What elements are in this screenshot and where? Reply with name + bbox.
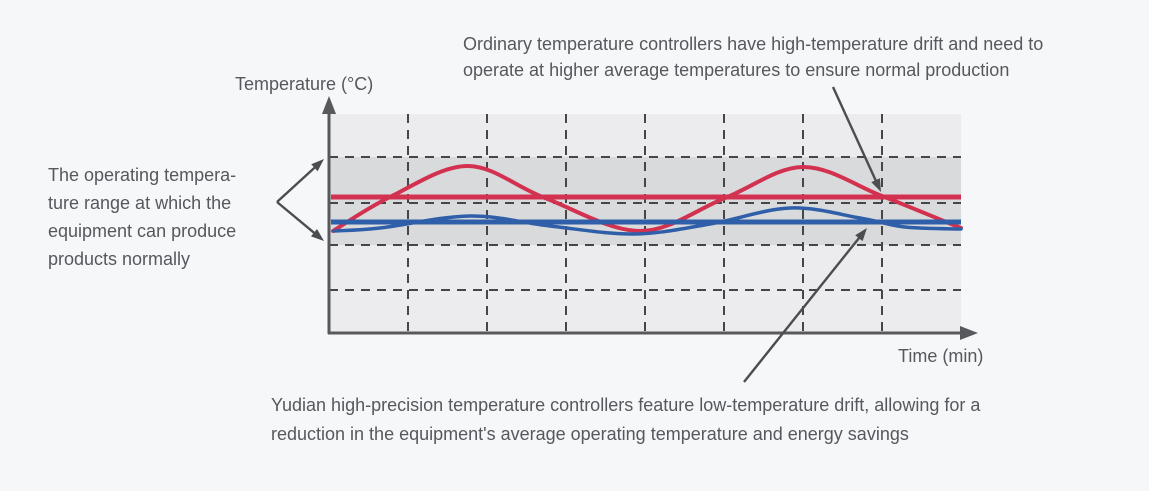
operating-range-note-line-2: ture range at which the <box>48 193 232 213</box>
yudian-controller-note: Yudian high-precision temperature contro… <box>271 391 980 449</box>
ordinary-controller-note-line-1: Ordinary temperature controllers have hi… <box>463 34 1044 54</box>
y-axis-label: Temperature (°C) <box>235 74 374 94</box>
operating-range-note-line-4: products normally <box>48 249 191 269</box>
yudian-controller-note-line-2: reduction in the equipment's average ope… <box>271 424 909 444</box>
band-range-arrow-upper <box>276 159 324 203</box>
gridlines <box>329 114 961 333</box>
series-ordinary-controller-temperature <box>331 163 963 234</box>
x-axis <box>328 326 978 340</box>
operating-range-note-line-1: The operating tempera- <box>48 165 237 185</box>
band-range-arrow-lower <box>276 201 324 241</box>
ordinary-controller-note-line-2: operate at higher average temperatures t… <box>463 60 1010 80</box>
yudian-controller-note-line-1: Yudian high-precision temperature contro… <box>271 395 981 415</box>
x-axis-label: Time (min) <box>898 346 984 366</box>
y-axis <box>322 96 336 334</box>
ordinary-controller-note: Ordinary temperature controllers have hi… <box>463 31 1043 83</box>
top-annotation-arrow <box>831 86 881 192</box>
operating-range-note-line-3: equipment can produce <box>48 221 237 241</box>
bottom-annotation-arrow <box>743 228 867 383</box>
operating-range-note: The operating tempera- ture range at whi… <box>48 161 236 273</box>
